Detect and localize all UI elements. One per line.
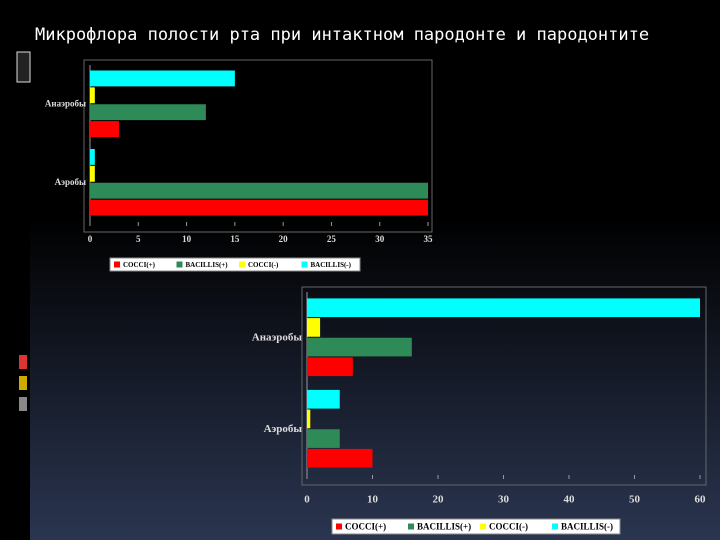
category-label: Аэробы xyxy=(264,423,303,435)
bar xyxy=(90,199,428,216)
decoration xyxy=(19,376,27,390)
legend-swatch xyxy=(408,523,414,530)
legend-swatch xyxy=(239,261,245,268)
bar xyxy=(90,121,119,138)
x-tick-label: 10 xyxy=(182,234,192,244)
legend-swatch xyxy=(301,261,308,268)
legend-swatch xyxy=(336,523,342,530)
x-tick-label: 20 xyxy=(433,494,445,506)
legend-swatch xyxy=(176,261,183,268)
category-label: Анаэробы xyxy=(252,331,303,343)
x-tick-label: 5 xyxy=(136,234,141,244)
bar xyxy=(90,148,95,165)
legend-label: COCCI(-) xyxy=(248,261,279,269)
legend-swatch xyxy=(114,261,120,268)
bar xyxy=(307,357,353,377)
x-tick-label: 10 xyxy=(367,494,379,506)
decoration xyxy=(16,51,31,83)
plot-frame xyxy=(301,286,707,486)
category-label: Анаэробы xyxy=(45,98,86,108)
bar xyxy=(307,337,412,357)
bar xyxy=(90,182,428,199)
bar xyxy=(307,318,321,337)
slide-title: Микрофлора полости рта при интактном пар… xyxy=(35,25,649,45)
legend-label: COCCI(-) xyxy=(489,522,528,532)
x-tick-label: 15 xyxy=(230,234,240,244)
x-tick-label: 25 xyxy=(327,234,337,244)
x-tick-label: 0 xyxy=(88,234,93,244)
x-tick-label: 30 xyxy=(375,234,385,244)
bar xyxy=(90,104,206,121)
x-tick-label: 40 xyxy=(564,494,576,506)
legend-swatch xyxy=(480,523,486,530)
decoration xyxy=(19,355,27,369)
x-tick-label: 35 xyxy=(424,234,434,244)
legend-label: COCCI(+) xyxy=(123,261,156,269)
legend-label: BACILLIS(+) xyxy=(186,261,229,269)
legend-box xyxy=(331,518,621,535)
x-tick-label: 50 xyxy=(629,494,641,506)
legend-swatch xyxy=(552,523,558,530)
x-tick-label: 20 xyxy=(279,234,289,244)
x-tick-label: 60 xyxy=(695,494,707,506)
bar xyxy=(307,429,340,448)
legend-label: BACILLIS(+) xyxy=(417,522,471,532)
legend-label: BACILLIS(-) xyxy=(311,261,352,269)
legend-label: BACILLIS(-) xyxy=(561,522,613,532)
x-tick-label: 30 xyxy=(498,494,510,506)
bar xyxy=(90,87,95,104)
bar xyxy=(307,389,340,409)
legend-box xyxy=(109,257,361,272)
legend-label: COCCI(+) xyxy=(345,522,386,532)
decoration xyxy=(19,397,27,411)
plot-frame xyxy=(83,59,433,233)
x-tick-label: 0 xyxy=(304,494,310,506)
category-label: Аэробы xyxy=(55,177,86,187)
bar xyxy=(90,165,95,182)
bar xyxy=(90,70,235,87)
bar xyxy=(307,409,311,429)
bar xyxy=(307,448,373,468)
bar xyxy=(307,298,700,318)
